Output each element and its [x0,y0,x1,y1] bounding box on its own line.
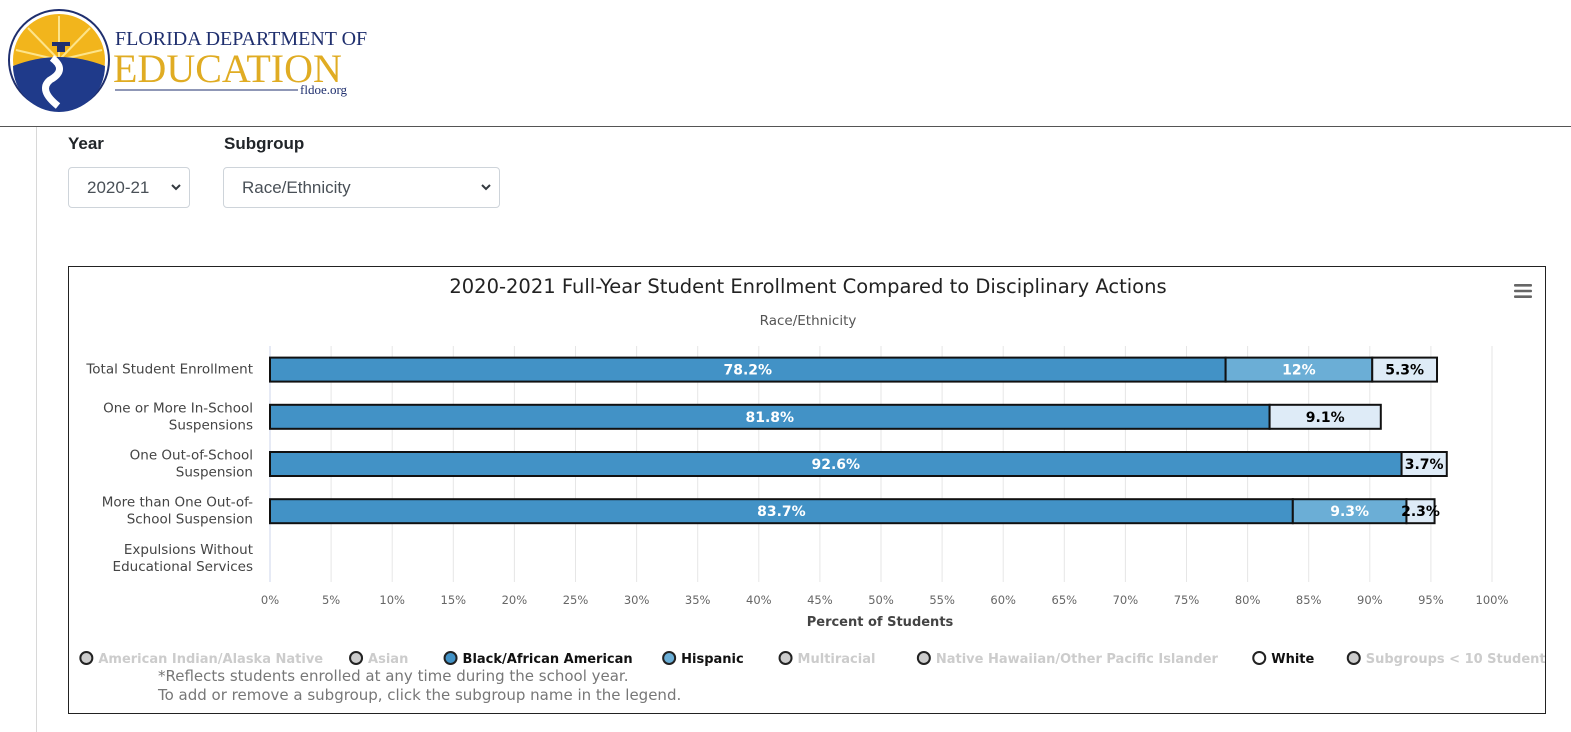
x-tick-label: 80% [1235,593,1261,607]
bar-segment[interactable] [1371,356,1439,383]
bars [269,356,1448,525]
year-label: Year [68,134,104,153]
x-tick-label: 20% [502,593,528,607]
x-tick-label: 45% [807,593,833,607]
legend-item[interactable]: Subgroups < 10 Students [1346,651,1545,667]
legend-symbol-icon [1252,651,1267,665]
year-select[interactable]: 2020-21 [68,167,190,208]
bar-segment[interactable] [269,451,1403,477]
legend-symbol-icon [349,651,364,665]
data-label: 83.7% [757,504,806,520]
bar-segment[interactable] [1224,356,1374,383]
legend-symbol-icon [916,651,931,665]
logo-line1: FLORIDA DEPARTMENT OF [115,28,367,50]
category-label: One Out-of-School Suspension [130,448,253,481]
subgroup-label: Subgroup [224,134,305,153]
data-label: 5.3% [1385,363,1424,379]
legend-label: White [1271,652,1314,667]
bar-segment[interactable] [1405,498,1436,525]
x-tick-label: 10% [379,593,405,607]
x-tick-label: 90% [1357,593,1383,607]
legend-label: Asian [368,652,408,667]
legend-label: Multiracial [798,652,876,667]
x-tick-label: 0% [261,593,279,607]
data-label: 12% [1282,363,1316,379]
logo-line2: EDUCATION [113,46,342,91]
subgroup-select[interactable]: Race/Ethnicity [223,167,500,208]
chart-title: 2020-2021 Full-Year Student Enrollment C… [449,275,1166,298]
legend: American Indian/Alaska Native Asian Black/… [79,651,1545,667]
legend-item[interactable]: Hispanic [662,651,744,667]
hamburger-menu-icon[interactable] [1513,283,1533,299]
legend-item[interactable]: Multiracial [778,651,876,667]
bar-segment[interactable] [1400,451,1448,477]
data-label: 92.6% [811,457,860,473]
chart-note-2: To add or remove a subgroup, click the s… [157,686,681,704]
chart-container: 78.2% 12% 5.3% 81.8% 9.1% 92.6% 3.7% 83.7% 9.3% 2… [68,266,1546,714]
x-tick-label: 25% [563,593,589,607]
category-label: Total Student Enrollment [85,362,253,378]
chevron-down-icon [171,184,181,191]
x-tick-label: 95% [1418,593,1444,607]
x-tick-label: 35% [685,593,711,607]
chart-note-1: *Reflects students enrolled at any time … [158,667,629,685]
legend-item[interactable]: American Indian/Alaska Native [79,651,323,667]
data-label: 81.8% [746,410,795,426]
bar-segment[interactable] [269,356,1227,383]
year-select-value: 2020-21 [87,178,150,197]
category-label: One or More In-School Suspensions [103,400,253,433]
x-tick-label: 60% [990,593,1016,607]
legend-item[interactable]: Black/African American [443,651,633,667]
data-label: 78.2% [724,363,773,379]
category-label: More than One Out-of-School Suspension [102,495,253,528]
legend-label: Subgroups < 10 Students [1366,652,1545,667]
legend-item[interactable]: Native Hawaiian/Other Pacific Islander [916,651,1219,667]
logo-url: fldoe.org [300,82,348,97]
x-tick-label: 70% [1113,593,1139,607]
subgroup-select-value: Race/Ethnicity [242,178,351,197]
legend-symbol-icon [778,651,793,665]
x-tick-label: 50% [868,593,894,607]
x-tick-labels: 0% 5% 10% 15% 20% 25% 30% 35% 40% 45% 50% 55% 60% 65%… [261,593,1509,607]
data-label: 3.7% [1405,457,1444,473]
x-tick-label: 75% [1174,593,1200,607]
bar-segment[interactable] [1268,403,1382,430]
legend-label: Black/African American [463,652,633,667]
legend-label: Hispanic [681,652,744,667]
x-tick-label: 5% [322,593,340,607]
site-header: FLORIDA DEPARTMENT OF EDUCATION fldoe.or… [0,0,1571,127]
bar-segment[interactable] [269,403,1271,430]
legend-item[interactable]: Asian [349,651,408,667]
x-tick-label: 40% [746,593,772,607]
legend-symbol-icon [443,651,458,665]
x-tick-label: 65% [1052,593,1078,607]
x-tick-label: 100% [1476,593,1509,607]
enrollment-discipline-chart: 78.2% 12% 5.3% 81.8% 9.1% 92.6% 3.7% 83.7% 9.3% 2… [79,275,1545,704]
fldoe-logo[interactable]: FLORIDA DEPARTMENT OF EDUCATION fldoe.or… [8,8,368,114]
legend-symbol-icon [79,651,94,665]
x-tick-label: 55% [929,593,955,607]
data-label: 9.3% [1330,504,1369,520]
bar-labels: 78.2% 12% 5.3% 81.8% 9.1% 92.6% 3.7% 83.7% 9.3% 2… [724,363,1444,521]
x-tick-label: 30% [624,593,650,607]
legend-label: American Indian/Alaska Native [98,652,323,667]
category-label: Expulsions Without Educational Services [113,542,253,575]
x-axis-title: Percent of Students [807,615,954,630]
x-tick-label: 85% [1296,593,1322,607]
chevron-down-icon [481,184,491,191]
x-tick-label: 15% [441,593,467,607]
legend-symbol-icon [1346,651,1361,665]
data-label: 9.1% [1306,410,1345,426]
legend-label: Native Hawaiian/Other Pacific Islander [936,652,1219,667]
chart-subtitle: Race/Ethnicity [760,313,857,329]
legend-item[interactable]: White [1252,651,1315,667]
content-left-border [36,127,37,732]
legend-symbol-icon [662,651,677,665]
data-label: 2.3% [1401,504,1440,520]
category-labels: Total Student Enrollment One or More In-S… [85,362,253,575]
